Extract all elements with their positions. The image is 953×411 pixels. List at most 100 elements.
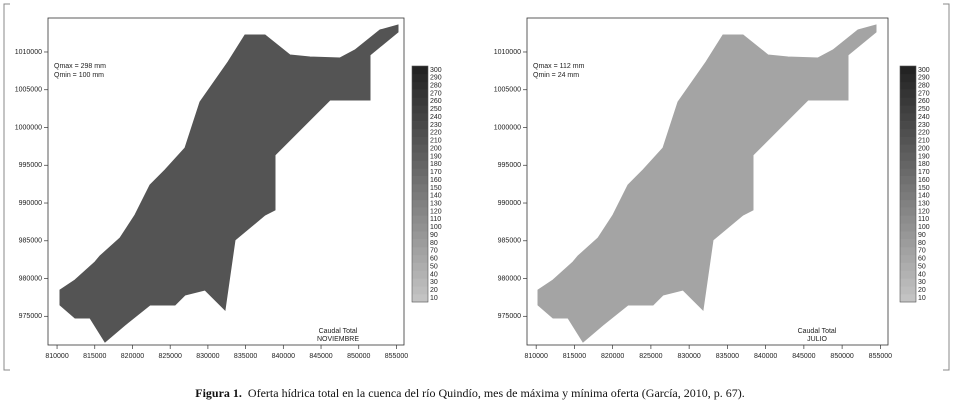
- colorbar-band: [412, 136, 428, 145]
- colorbar-label: 60: [918, 256, 926, 263]
- colorbar-band: [412, 73, 428, 83]
- colorbar-label: 210: [430, 138, 442, 145]
- y-tick-label: 990000: [19, 200, 42, 207]
- colorbar-band: [412, 254, 428, 263]
- colorbar-band: [900, 144, 916, 153]
- map-subtitle: NOVIEMBRE: [317, 336, 359, 343]
- y-tick-label: 1000000: [15, 124, 42, 131]
- colorbar-band: [900, 191, 916, 201]
- colorbar-band: [900, 207, 916, 216]
- colorbar-label: 50: [918, 263, 926, 270]
- watershed-area: [59, 24, 399, 343]
- x-tick-label: 835000: [234, 353, 257, 360]
- colorbar-label: 150: [430, 185, 442, 192]
- colorbar-band: [412, 207, 428, 216]
- y-tick-label: 980000: [498, 275, 521, 282]
- y-tick-label: 1000000: [494, 124, 521, 131]
- colorbar-label: 280: [430, 83, 442, 90]
- colorbar-band: [412, 231, 428, 240]
- colorbar-band: [900, 168, 916, 177]
- colorbar-band: [900, 97, 916, 106]
- colorbar-band: [900, 89, 916, 98]
- colorbar-band: [900, 254, 916, 263]
- qmax-label: Qmax = 298 mm: [54, 63, 106, 70]
- colorbar-label: 240: [918, 114, 930, 121]
- colorbar-band: [412, 66, 428, 75]
- colorbar-band: [900, 270, 916, 279]
- colorbar-label: 20: [918, 287, 926, 294]
- colorbar-label: 140: [918, 193, 930, 200]
- colorbar-label: 250: [918, 106, 930, 113]
- colorbar-label: 270: [430, 90, 442, 97]
- colorbar-label: 130: [918, 201, 930, 208]
- colorbar-label: 20: [430, 287, 438, 294]
- caption-text: Oferta hídrica total en la cuenca del rí…: [248, 386, 745, 400]
- colorbar-band: [412, 105, 428, 114]
- colorbar-label: 180: [430, 161, 442, 168]
- colorbar-band: [412, 168, 428, 177]
- y-tick-label: 990000: [498, 200, 521, 207]
- colorbar-band: [900, 128, 916, 138]
- colorbar-frame: [411, 65, 429, 303]
- colorbar-band: [412, 97, 428, 106]
- colorbar-label: 270: [918, 90, 930, 97]
- colorbar-band: [900, 160, 916, 169]
- colorbar-label: 100: [430, 224, 442, 231]
- colorbar-band: [412, 89, 428, 98]
- y-tick-label: 980000: [19, 275, 42, 282]
- colorbar-band: [412, 239, 428, 248]
- x-tick-label: 820000: [121, 353, 144, 360]
- colorbar-band: [412, 262, 428, 271]
- colorbar-band: [412, 121, 428, 130]
- colorbar-label: 120: [430, 208, 442, 215]
- x-tick-label: 840000: [272, 353, 295, 360]
- colorbar-band: [900, 215, 916, 224]
- y-tick-label: 995000: [19, 162, 42, 169]
- colorbar-label: 220: [430, 130, 442, 137]
- x-tick-label: 825000: [639, 353, 662, 360]
- colorbar-label: 150: [918, 185, 930, 192]
- x-tick-label: 845000: [309, 353, 332, 360]
- colorbar-label: 230: [430, 122, 442, 129]
- x-tick-label: 810000: [524, 353, 547, 360]
- colorbar-label: 300: [918, 67, 930, 74]
- watershed-area: [537, 24, 877, 343]
- colorbar-band: [900, 294, 916, 303]
- colorbar-band: [412, 152, 428, 161]
- colorbar-band: [900, 136, 916, 145]
- colorbar-label: 110: [918, 216, 929, 223]
- qmin-label: Qmin = 100 mm: [54, 72, 104, 79]
- colorbar-label: 190: [918, 153, 930, 160]
- x-tick-label: 830000: [677, 353, 700, 360]
- caption: Figura 1. Oferta hídrica total en la cuen…: [195, 386, 745, 400]
- colorbar-band: [412, 144, 428, 153]
- x-tick-label: 810000: [45, 353, 68, 360]
- colorbar-label: 140: [430, 193, 442, 200]
- colorbar-band: [900, 262, 916, 271]
- colorbar-band: [412, 128, 428, 138]
- y-tick-label: 985000: [498, 238, 521, 245]
- colorbar-band: [412, 278, 428, 287]
- colorbar-label: 250: [430, 106, 442, 113]
- map-title: Caudal Total: [798, 328, 837, 335]
- colorbar-label: 60: [430, 256, 438, 263]
- colorbar-band: [900, 246, 916, 256]
- x-tick-label: 855000: [385, 353, 408, 360]
- colorbar-label: 190: [430, 153, 442, 160]
- colorbar-label: 130: [430, 201, 442, 208]
- colorbar-label: 40: [430, 271, 438, 278]
- x-tick-label: 820000: [601, 353, 624, 360]
- colorbar-band: [900, 176, 916, 185]
- colorbar-band: [900, 113, 916, 122]
- colorbar-band: [900, 231, 916, 240]
- colorbar-label: 210: [918, 138, 930, 145]
- colorbar-label: 10: [430, 295, 438, 302]
- colorbar-frame: [899, 65, 917, 303]
- colorbar-label: 300: [430, 67, 442, 74]
- colorbar-label: 290: [430, 75, 442, 82]
- y-tick-label: 975000: [19, 313, 42, 320]
- colorbar-label: 160: [918, 177, 930, 184]
- colorbar-label: 90: [918, 232, 926, 239]
- colorbar-label: 90: [430, 232, 438, 239]
- x-tick-label: 845000: [792, 353, 815, 360]
